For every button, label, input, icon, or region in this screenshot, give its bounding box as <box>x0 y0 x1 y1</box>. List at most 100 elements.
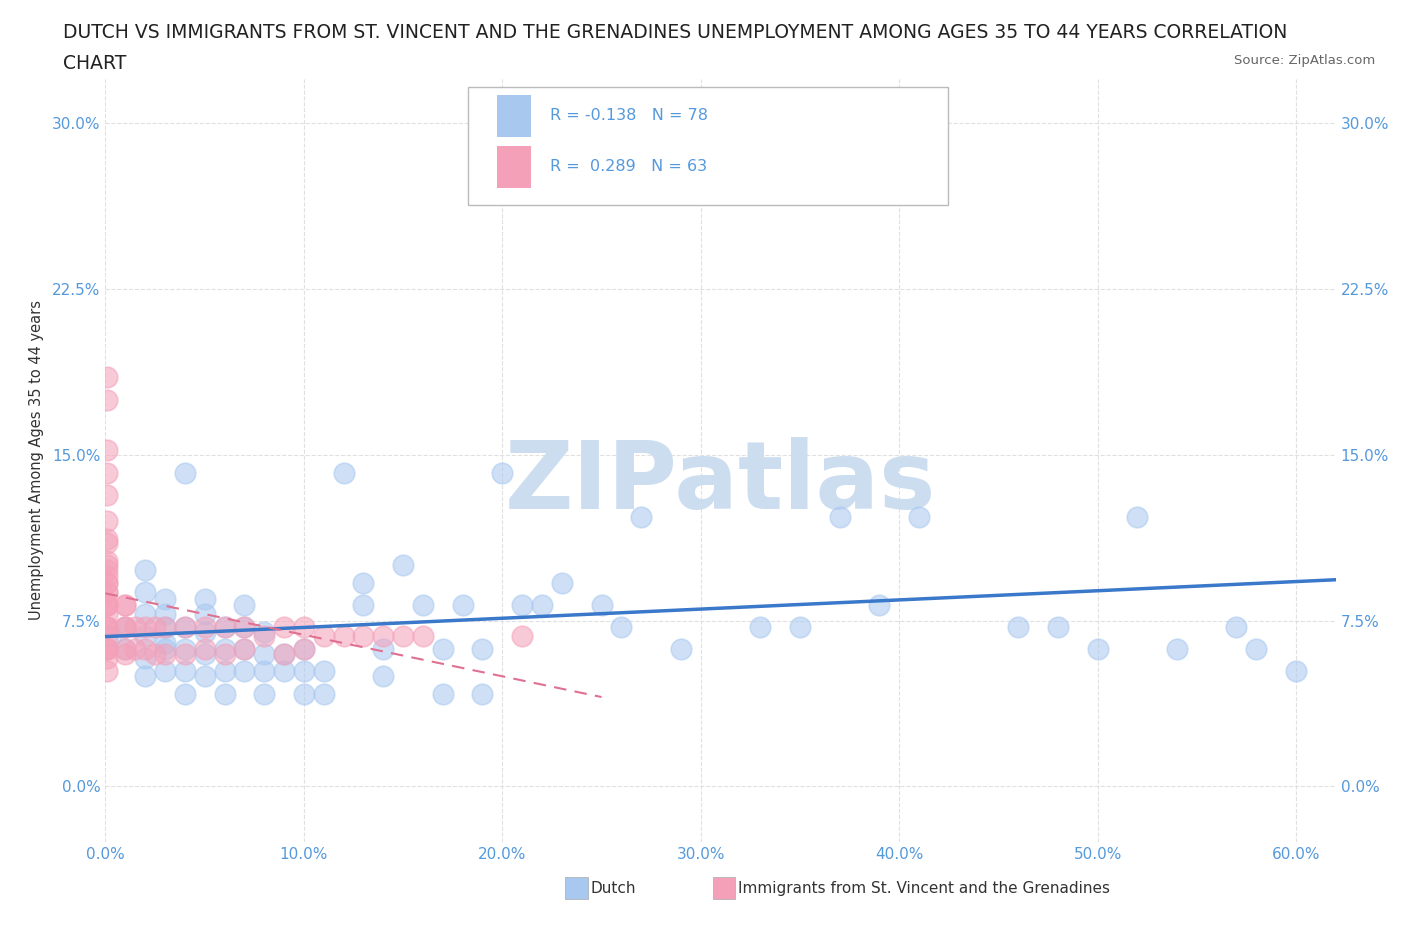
Point <box>96 576 118 591</box>
Point <box>530 598 553 613</box>
Point <box>253 664 276 679</box>
Bar <box>496 95 531 137</box>
Point <box>134 619 156 634</box>
Point <box>96 664 118 679</box>
Point <box>1285 664 1308 679</box>
Point <box>100 629 122 644</box>
Point <box>253 646 276 661</box>
Text: R = -0.138   N = 78: R = -0.138 N = 78 <box>550 109 707 124</box>
Point <box>332 465 354 480</box>
Point <box>392 629 415 644</box>
Point <box>689 178 711 193</box>
Point <box>153 591 176 606</box>
Point <box>1225 619 1247 634</box>
Point <box>253 686 276 701</box>
Point <box>273 619 295 634</box>
Point <box>233 619 256 634</box>
Point <box>1126 510 1149 525</box>
Point <box>432 686 454 701</box>
Point <box>194 591 217 606</box>
Point <box>96 619 118 634</box>
Point <box>908 510 931 525</box>
Point <box>352 598 374 613</box>
Point <box>153 646 176 661</box>
Point <box>153 606 176 621</box>
Point <box>173 646 195 661</box>
Point <box>352 576 374 591</box>
Point <box>392 558 415 573</box>
Point <box>373 642 395 657</box>
Point <box>114 646 136 661</box>
Point <box>491 465 513 480</box>
Point <box>471 686 494 701</box>
FancyBboxPatch shape <box>468 86 948 205</box>
Point <box>194 669 217 684</box>
Point <box>153 619 176 634</box>
Text: DUTCH VS IMMIGRANTS FROM ST. VINCENT AND THE GRENADINES UNEMPLOYMENT AMONG AGES : DUTCH VS IMMIGRANTS FROM ST. VINCENT AND… <box>63 23 1288 42</box>
Point <box>630 510 652 525</box>
Point <box>789 619 811 634</box>
Point <box>96 443 118 458</box>
Text: Source: ZipAtlas.com: Source: ZipAtlas.com <box>1234 54 1375 67</box>
Point <box>373 629 395 644</box>
Point <box>1046 619 1069 634</box>
Point <box>214 686 236 701</box>
Point <box>96 536 118 551</box>
Point <box>194 606 217 621</box>
Point <box>868 598 890 613</box>
Point <box>173 642 195 657</box>
Point <box>134 629 156 644</box>
Point <box>96 553 118 568</box>
Point <box>1087 642 1109 657</box>
Point <box>124 642 146 657</box>
Point <box>312 686 335 701</box>
Text: Immigrants from St. Vincent and the Grenadines: Immigrants from St. Vincent and the Gren… <box>738 881 1111 896</box>
Point <box>153 635 176 650</box>
Point <box>96 619 118 634</box>
Text: CHART: CHART <box>63 54 127 73</box>
Point <box>134 584 156 599</box>
Point <box>96 392 118 407</box>
Point <box>214 642 236 657</box>
Point <box>153 642 176 657</box>
Point <box>749 619 772 634</box>
Point <box>96 563 118 578</box>
Point <box>373 669 395 684</box>
Point <box>114 619 136 634</box>
Point <box>173 619 195 634</box>
Point <box>173 619 195 634</box>
Point <box>96 642 118 657</box>
Point <box>96 642 118 657</box>
Point <box>551 576 574 591</box>
Y-axis label: Unemployment Among Ages 35 to 44 years: Unemployment Among Ages 35 to 44 years <box>28 300 44 620</box>
Point <box>1166 642 1188 657</box>
Point <box>432 642 454 657</box>
Point <box>312 664 335 679</box>
Point <box>96 598 118 613</box>
Point <box>292 642 315 657</box>
Point <box>134 563 156 578</box>
Point <box>591 598 613 613</box>
Point <box>669 642 692 657</box>
Point <box>114 619 136 634</box>
Point <box>214 619 236 634</box>
Point <box>214 646 236 661</box>
Point <box>134 669 156 684</box>
Point <box>143 619 166 634</box>
Point <box>510 598 533 613</box>
Point <box>332 629 354 644</box>
Point <box>173 686 195 701</box>
Point <box>96 584 118 599</box>
Point <box>352 629 374 644</box>
Point <box>273 646 295 661</box>
Point <box>194 642 217 657</box>
Point <box>610 619 633 634</box>
Point <box>412 629 434 644</box>
Point <box>96 558 118 573</box>
Point <box>134 651 156 666</box>
Point <box>96 619 118 634</box>
Point <box>96 576 118 591</box>
Point <box>233 664 256 679</box>
Point <box>194 619 217 634</box>
Point <box>194 646 217 661</box>
